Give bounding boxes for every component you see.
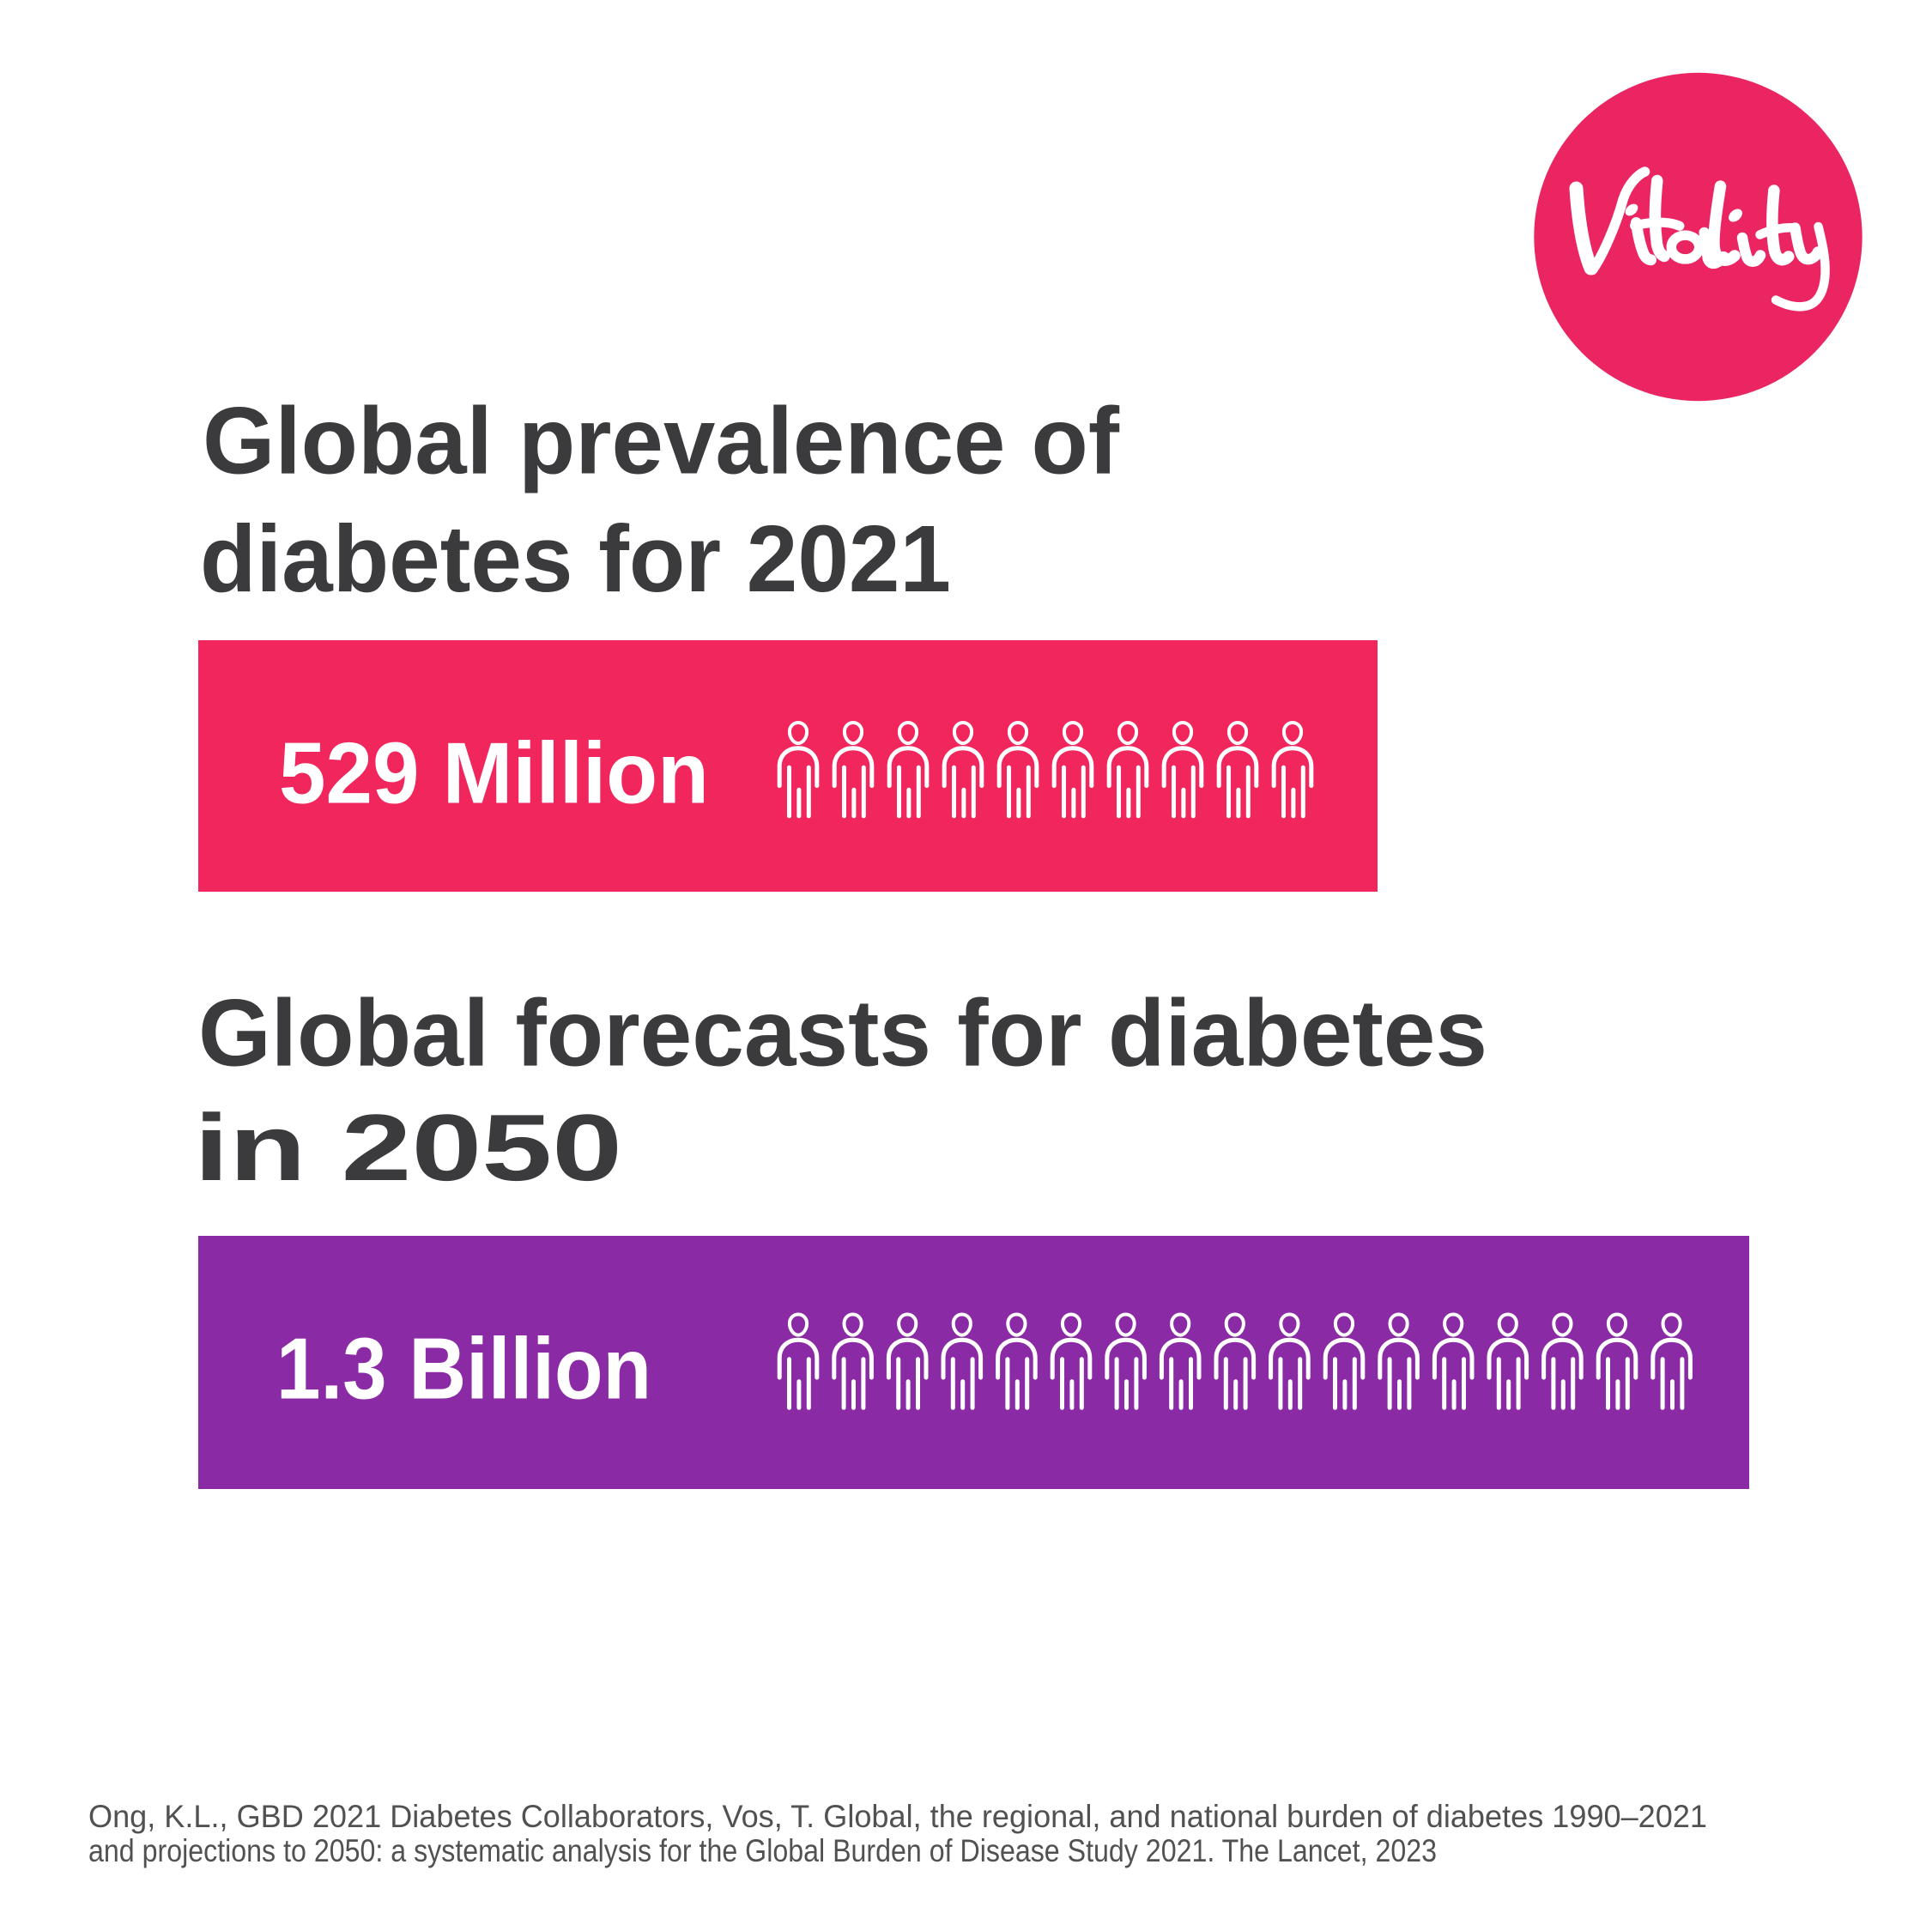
svg-text:529 Million: 529 Million [279,726,709,822]
svg-text:and projections to 2050: a sys: and projections to 2050: a systematic an… [88,1833,1437,1868]
svg-text:Global prevalence of: Global prevalence of [203,389,1119,494]
svg-text:in 2050: in 2050 [194,1095,622,1201]
svg-text:1.3 Billion: 1.3 Billion [276,1321,651,1417]
svg-text:Global forecasts for diabetes: Global forecasts for diabetes [198,981,1487,1087]
svg-text:diabetes for 2021: diabetes for 2021 [200,506,951,612]
svg-text:Ong, K.L., GBD 2021 Diabetes C: Ong, K.L., GBD 2021 Diabetes Collaborato… [88,1799,1707,1834]
